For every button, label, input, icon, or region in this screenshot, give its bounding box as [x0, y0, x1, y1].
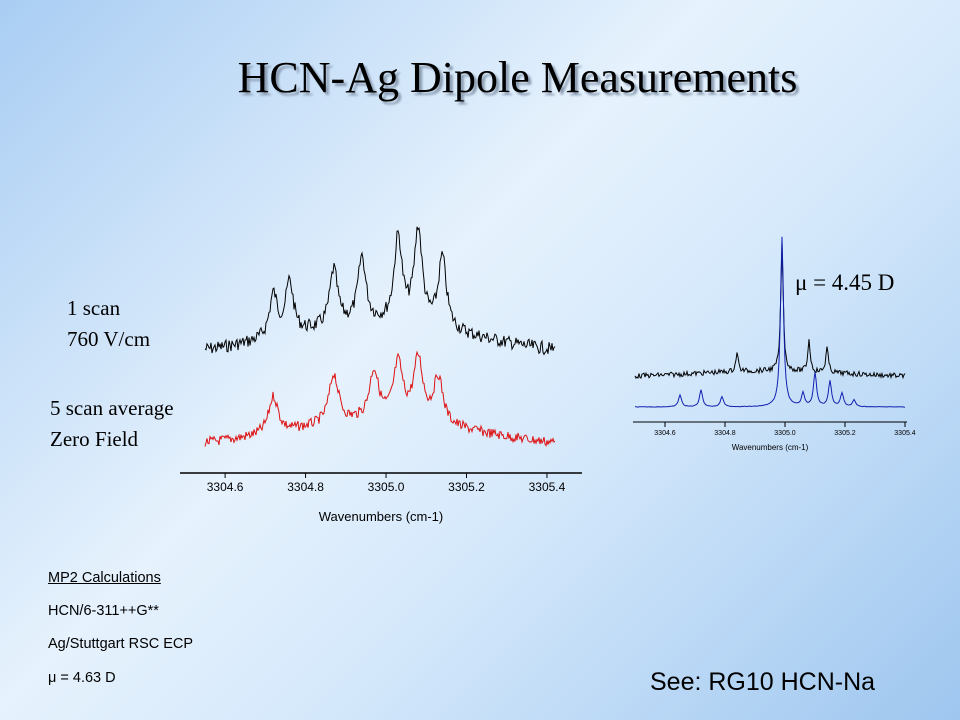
scan1-label-line1: 1 scan — [67, 296, 121, 320]
inset-tick-label: 3305.4 — [894, 430, 916, 437]
scan5-label-line2: Zero Field — [50, 427, 139, 451]
scan5-label-line1: 5 scan average — [50, 396, 174, 420]
scan1-label: 1 scan 760 V/cm — [67, 293, 150, 355]
main-series-1-line — [204, 226, 556, 356]
inset-spectrum-chart: 3304.6 3304.8 3305.0 3305.2 3305.4 Wavenumber… — [633, 236, 916, 452]
page-title: HCN-Ag Dipole Measurements — [237, 53, 798, 102]
main-tick-label: 3304.8 — [287, 480, 324, 494]
calc-line3: μ = 4.63 D — [48, 670, 116, 686]
main-tick-label: 3305.0 — [368, 480, 405, 494]
see-also-note: See: RG10 HCN-Na — [650, 668, 876, 696]
main-spectrum-chart: 3304.6 3304.8 3305.0 3305.2 3305.4 Wavenumber… — [180, 226, 582, 524]
scan5-label: 5 scan average Zero Field — [50, 393, 174, 455]
calc-line1: HCN/6-311++G** — [48, 603, 159, 619]
inset-series-1-line — [634, 243, 906, 380]
main-tick-label: 3305.4 — [529, 480, 566, 494]
inset-x-axis-label: Wavenumbers (cm-1) — [732, 443, 809, 452]
inset-tick-label: 3304.8 — [714, 430, 736, 437]
calc-line2: Ag/Stuttgart RSC ECP — [48, 636, 194, 652]
inset-series-2-line — [635, 236, 906, 408]
inset-tick-label: 3305.0 — [774, 430, 796, 437]
main-series-2-line — [204, 350, 556, 447]
main-x-axis-label: Wavenumbers (cm-1) — [319, 509, 443, 524]
inset-tick-label: 3305.2 — [834, 430, 856, 437]
mu-measured-label: μ = 4.45 D — [795, 270, 895, 295]
calc-heading: MP2 Calculations — [48, 570, 161, 586]
inset-tick-label: 3304.6 — [654, 430, 676, 437]
main-tick-label: 3304.6 — [207, 480, 244, 494]
main-tick-label: 3305.2 — [448, 480, 485, 494]
scan1-label-line2: 760 V/cm — [67, 327, 151, 351]
